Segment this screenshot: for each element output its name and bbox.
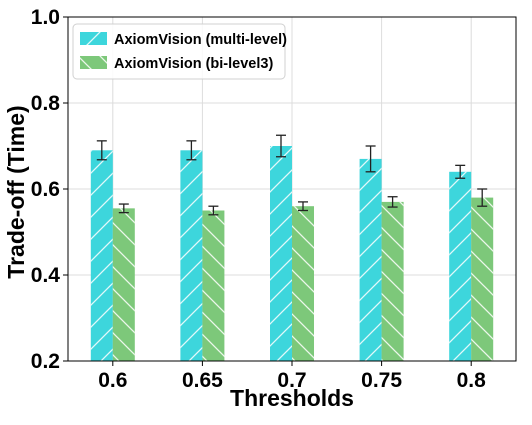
bar-hatch — [471, 197, 494, 361]
legend-box — [72, 23, 286, 80]
bar-hatch — [202, 210, 225, 361]
bar-hatch — [381, 201, 404, 361]
x-tick-label: 0.7 — [277, 369, 306, 392]
legend-swatch-hatch — [80, 32, 107, 45]
bar-hatch — [180, 150, 203, 361]
y-axis-title: Trade-off (Time) — [3, 105, 29, 278]
legend-label: AxiomVision (bi-level3) — [114, 56, 273, 72]
bar-hatch — [359, 158, 382, 361]
bar-hatch — [449, 171, 472, 361]
legend: AxiomVision (multi-level) AxiomVision (bi… — [72, 23, 287, 80]
x-tick-label: 0.8 — [457, 369, 487, 392]
bar-hatch — [90, 150, 113, 361]
bar-hatch — [292, 206, 314, 361]
y-tick-label: 0.8 — [31, 92, 61, 115]
y-tick-label: 1.0 — [31, 6, 60, 29]
x-axis-title: Thresholds — [230, 385, 354, 411]
legend-swatch-hatch — [80, 56, 107, 69]
x-tick-label: 0.6 — [98, 369, 127, 392]
x-tick-label: 0.65 — [182, 369, 223, 392]
bar-hatch — [270, 146, 292, 361]
tick-labels: 0.2 0.4 0.6 0.8 1.0 0.6 0.65 0.7 0.75 0.8 — [31, 6, 486, 392]
x-tick-label: 0.75 — [361, 369, 402, 392]
axes — [63, 16, 517, 366]
y-tick-label: 0.2 — [31, 350, 60, 373]
bars — [90, 134, 494, 361]
y-tick-label: 0.4 — [31, 264, 61, 287]
legend-label: AxiomVision (multi-level) — [114, 32, 287, 48]
y-tick-label: 0.6 — [31, 178, 60, 201]
bar-hatch — [112, 208, 135, 361]
